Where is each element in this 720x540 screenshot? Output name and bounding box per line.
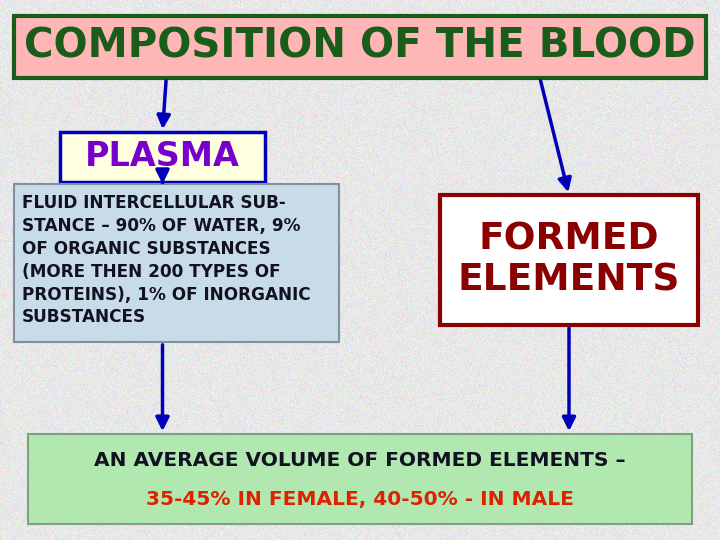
FancyBboxPatch shape [28, 434, 692, 524]
FancyBboxPatch shape [14, 184, 339, 342]
Text: COMPOSITION OF THE BLOOD: COMPOSITION OF THE BLOOD [24, 27, 696, 67]
Text: AN AVERAGE VOLUME OF FORMED ELEMENTS –: AN AVERAGE VOLUME OF FORMED ELEMENTS – [94, 451, 626, 470]
Text: PLASMA: PLASMA [85, 140, 240, 173]
Text: FORMED
ELEMENTS: FORMED ELEMENTS [458, 221, 680, 299]
Text: 35-45% IN FEMALE, 40-50% - IN MALE: 35-45% IN FEMALE, 40-50% - IN MALE [146, 489, 574, 509]
FancyBboxPatch shape [60, 132, 265, 182]
Text: FLUID INTERCELLULAR SUB-
STANCE – 90% OF WATER, 9%
OF ORGANIC SUBSTANCES
(MORE T: FLUID INTERCELLULAR SUB- STANCE – 90% OF… [22, 194, 310, 327]
FancyBboxPatch shape [440, 195, 698, 325]
FancyBboxPatch shape [14, 16, 706, 78]
